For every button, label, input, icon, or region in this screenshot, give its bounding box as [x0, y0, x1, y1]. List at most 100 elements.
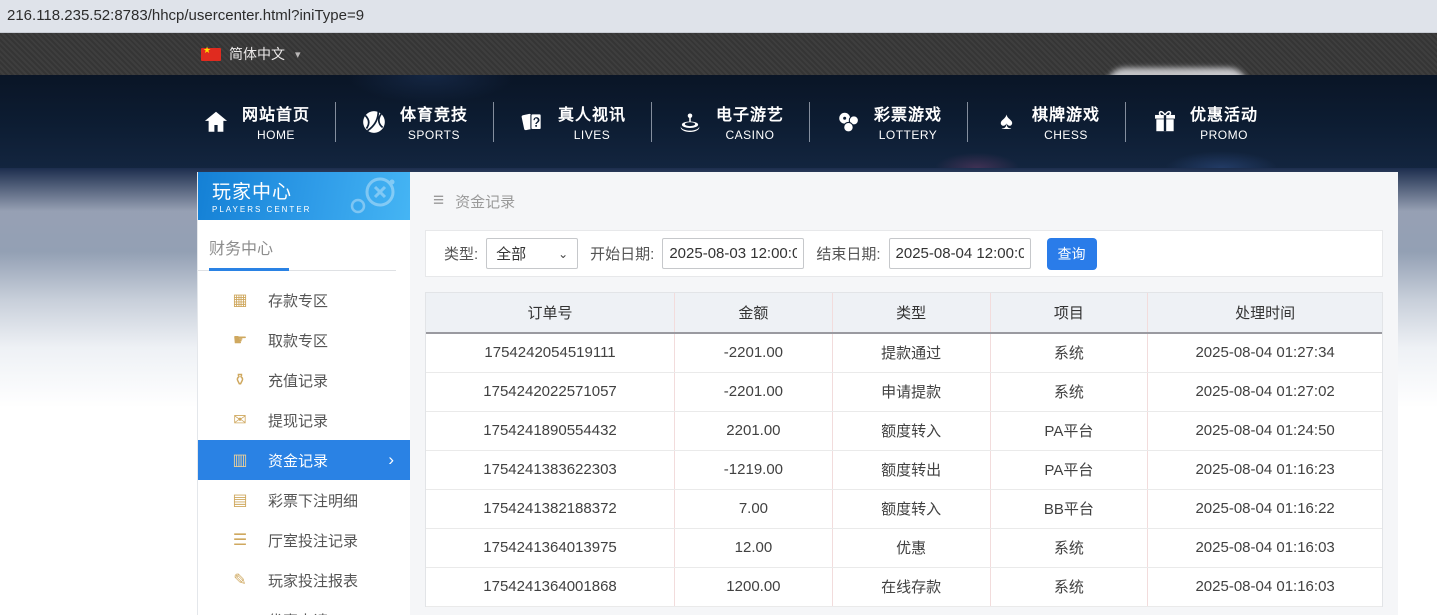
top-bar: ★ 简体中文 ▾ 出] (113) 新消息 — [0, 33, 1437, 107]
cell-project: 系统 — [989, 372, 1148, 412]
cell-type: 申请提款 — [831, 372, 991, 412]
table-row: 1754241382188372 7.00 额度转入 BB平台 2025-08-… — [426, 489, 1382, 529]
deposit-zone-icon: ▦ — [232, 292, 248, 309]
col-header-order-no: 订单号 — [426, 293, 675, 334]
nav-item-casino[interactable]: 电子游艺 CASINO — [652, 101, 809, 142]
sidebar-item-withdraw-records[interactable]: ✉ 提现记录 — [198, 400, 410, 440]
address-url: 216.118.235.52:8783/hhcp/usercenter.html… — [7, 7, 365, 24]
sidebar-item-label: 彩票下注明细 — [268, 492, 359, 510]
sidebar-item-deposit-zone[interactable]: ▦ 存款专区 — [198, 280, 410, 320]
nav-divider — [492, 101, 494, 142]
cell-time: 2025-08-04 01:27:34 — [1147, 333, 1382, 373]
col-header-amount: 金额 — [674, 293, 833, 334]
sidebar-section-label: 财务中心 — [209, 241, 274, 258]
home-icon — [203, 108, 230, 135]
table-row: 1754241890554432 2201.00 额度转入 PA平台 2025-… — [426, 411, 1382, 451]
cell-type: 额度转出 — [831, 450, 991, 490]
sidebar-header: 玩家中心 PLAYERS CENTER — [198, 172, 410, 220]
cell-time: 2025-08-04 01:27:02 — [1147, 372, 1382, 412]
cell-type: 在线存款 — [831, 567, 991, 607]
start-date-input[interactable] — [662, 238, 805, 269]
lottery-bets-icon: ▤ — [232, 492, 248, 509]
sidebar-item-recharge-records[interactable]: ⚱ 充值记录 — [198, 360, 410, 400]
sidebar-item-funds-records[interactable]: ▥ 资金记录 › — [198, 440, 410, 480]
nav-label-en: LIVES — [573, 128, 611, 142]
nav-label-en: LOTTERY — [878, 128, 938, 142]
cell-time: 2025-08-04 01:16:03 — [1147, 567, 1382, 607]
cell-type: 优惠 — [831, 528, 991, 568]
sidebar-section-underline — [198, 268, 410, 271]
chess-spade-icon: ♠ — [1000, 107, 1013, 135]
type-select-value: 全部 — [496, 246, 527, 263]
sidebar-item-label: 优惠申请 — [268, 610, 328, 615]
flag-star-icon: ★ — [203, 44, 212, 55]
cell-time: 2025-08-04 01:16:22 — [1147, 489, 1382, 529]
nav-label-zh: 优惠活动 — [1190, 107, 1259, 124]
sidebar-menu: ▦ 存款专区 ☛ 取款专区 ⚱ 充值记录 ✉ 提现记录 ▥ 资金记录 — [198, 280, 410, 615]
cell-time: 2025-08-04 01:16:03 — [1147, 528, 1382, 568]
cell-type: 额度转入 — [831, 411, 991, 451]
table-row: 1754241364013975 12.00 优惠 系统 2025-08-04 … — [426, 528, 1382, 568]
sidebar-item-label: 取款专区 — [268, 332, 329, 350]
sports-icon — [361, 108, 388, 135]
cell-amount: 2201.00 — [674, 411, 833, 451]
cell-project: PA平台 — [989, 411, 1148, 451]
nav-label-en: PROMO — [1200, 128, 1248, 142]
end-date-input[interactable] — [888, 238, 1031, 269]
nav-item-lives[interactable]: 真人视讯 LIVES — [494, 101, 651, 142]
cell-amount: 12.00 — [674, 528, 833, 568]
promo-apply-icon: ￥ — [231, 608, 249, 615]
nav-label-zh: 网站首页 — [241, 107, 310, 124]
nav-item-promo[interactable]: 优惠活动 PROMO — [1126, 101, 1283, 142]
casino-roulette-icon — [677, 108, 704, 135]
table-row: 1754242054519111 -2201.00 提款通过 系统 2025-0… — [426, 333, 1382, 373]
nav-item-home[interactable]: 网站首页 HOME — [178, 101, 335, 142]
address-bar[interactable]: 216.118.235.52:8783/hhcp/usercenter.html… — [0, 0, 1437, 33]
nav-label-en: CASINO — [725, 128, 775, 142]
nav-label-en: SPORTS — [407, 128, 461, 142]
nav-divider — [650, 101, 652, 142]
sidebar-item-player-report[interactable]: ✎ 玩家投注报表 — [198, 560, 410, 600]
language-selector[interactable]: ★ 简体中文 ▾ — [201, 33, 301, 75]
type-select[interactable]: 全部 ⌄ — [486, 238, 579, 269]
cell-type: 提款通过 — [831, 333, 991, 373]
sidebar-item-label: 存款专区 — [268, 292, 329, 310]
cell-order-no: 1754241364013975 — [426, 528, 675, 568]
table-row: 1754242022571057 -2201.00 申请提款 系统 2025-0… — [426, 372, 1382, 412]
cell-amount: -2201.00 — [674, 372, 833, 412]
filter-bar: 类型: 全部 ⌄ 开始日期: 结束日期: 查询 — [425, 230, 1383, 277]
cell-amount: -1219.00 — [674, 450, 833, 490]
nav-item-lottery[interactable]: 彩票游戏 LOTTERY — [810, 101, 967, 142]
sidebar-item-lottery-bets[interactable]: ▤ 彩票下注明细 — [198, 480, 410, 520]
page-title: 资金记录 — [455, 193, 516, 211]
cell-order-no: 1754241890554432 — [426, 411, 675, 451]
cell-time: 2025-08-04 01:24:50 — [1147, 411, 1382, 451]
sidebar-item-label: 资金记录 — [268, 452, 329, 470]
nav-item-chess[interactable]: ♠ 棋牌游戏 CHESS — [968, 101, 1125, 142]
sidebar-item-promo-apply[interactable]: ￥ 优惠申请 — [198, 600, 410, 615]
sidebar: 玩家中心 PLAYERS CENTER 财务中心 ▦ 存款专区 ☛ 取款专区 — [197, 172, 410, 615]
player-report-icon: ✎ — [233, 572, 247, 589]
cell-order-no: 1754242022571057 — [426, 372, 675, 412]
search-button[interactable]: 查询 — [1046, 237, 1097, 270]
sidebar-item-label: 厅室投注记录 — [268, 532, 359, 550]
nav-label-zh: 真人视讯 — [557, 107, 626, 124]
sidebar-item-withdraw-zone[interactable]: ☛ 取款专区 — [198, 320, 410, 360]
lives-cards-icon — [519, 108, 546, 135]
nav-label-en: CHESS — [1044, 128, 1088, 142]
withdraw-zone-icon: ☛ — [232, 332, 248, 349]
sidebar-item-label: 玩家投注报表 — [268, 572, 359, 590]
nav-item-sports[interactable]: 体育竞技 SPORTS — [336, 101, 493, 142]
cell-order-no: 1754242054519111 — [426, 333, 675, 373]
nav-label-zh: 电子游艺 — [715, 107, 784, 124]
col-header-project: 项目 — [989, 293, 1148, 334]
cell-amount: 1200.00 — [674, 567, 833, 607]
nav-label-zh: 体育竞技 — [399, 107, 468, 124]
recharge-records-icon: ⚱ — [233, 372, 247, 389]
main-panel: ≡ 资金记录 类型: 全部 ⌄ 开始日期: 结束日期: 查询 — [410, 172, 1398, 615]
nav-divider — [967, 101, 969, 142]
nav-label-en: HOME — [256, 128, 295, 142]
sidebar-item-hall-bets[interactable]: ☰ 厅室投注记录 — [198, 520, 410, 560]
nav-divider — [334, 101, 336, 142]
